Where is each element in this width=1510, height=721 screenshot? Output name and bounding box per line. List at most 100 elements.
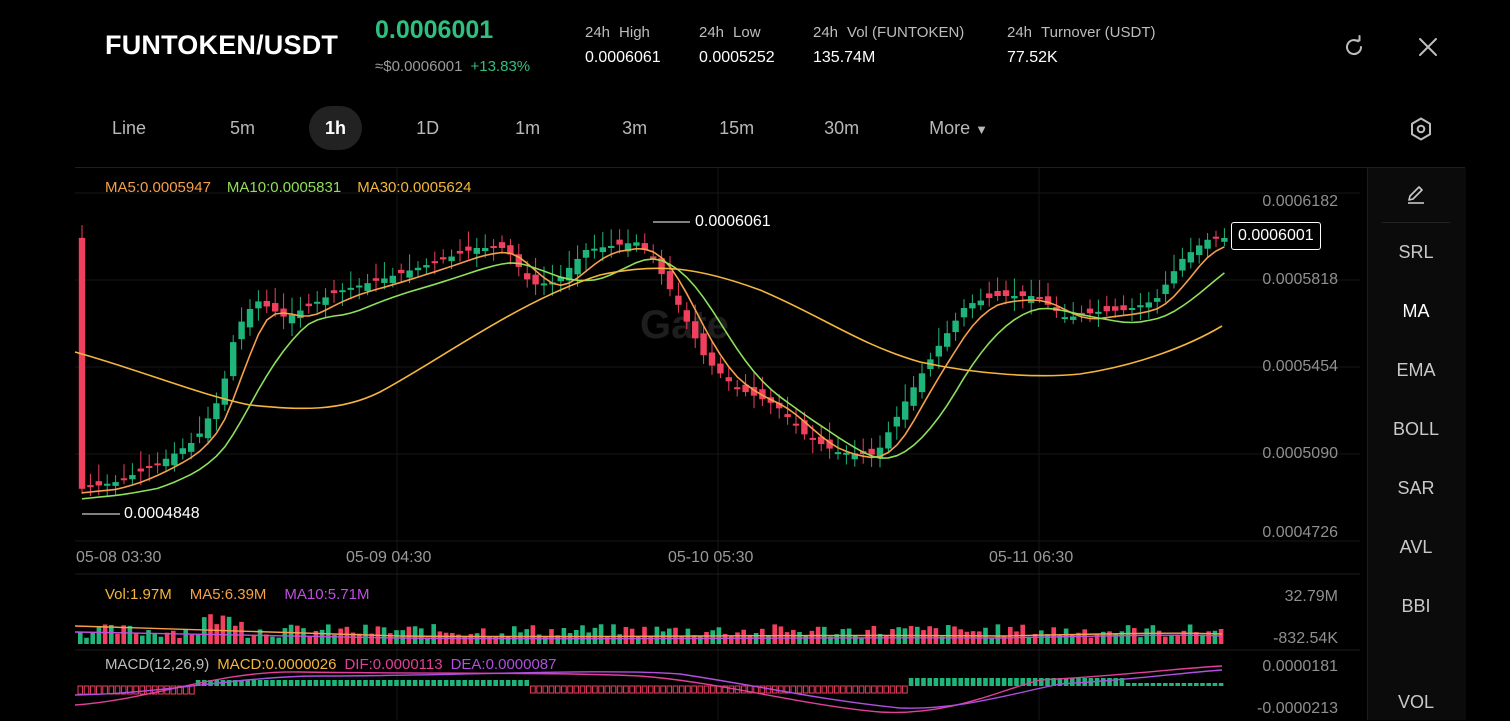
current-price-tag: 0.0006001 <box>1231 222 1321 250</box>
interval-tabs: Line 5m 1h 1D 1m 3m 15m 30m More ▼ <box>96 106 1004 150</box>
candle-body <box>112 482 119 486</box>
candle-body <box>272 303 279 312</box>
volume-bar <box>1045 634 1050 644</box>
indicator-vol[interactable]: VOL <box>1397 692 1435 712</box>
candle-body <box>1145 302 1152 308</box>
candle-body <box>969 303 976 309</box>
volume-bar <box>183 629 188 644</box>
macd-histogram-bar <box>908 678 914 686</box>
volume-bar <box>146 629 151 644</box>
volume-bar <box>1163 636 1168 644</box>
candle-body <box>204 418 212 439</box>
tab-30m[interactable]: 30m <box>824 118 860 138</box>
indicator-bbi[interactable]: BBI <box>1401 596 1431 616</box>
indicator-sar[interactable]: SAR <box>1397 478 1435 498</box>
macd-histogram-bar <box>1008 678 1013 686</box>
tab-15m[interactable]: 15m <box>719 118 755 138</box>
volume-bar <box>1175 635 1180 644</box>
tab-line[interactable]: Line <box>112 118 147 138</box>
indicator-ema[interactable]: EMA <box>1396 360 1436 380</box>
volume-bar <box>295 625 300 644</box>
volume-bar <box>109 624 114 644</box>
macd-histogram-bar <box>450 680 455 686</box>
macd-histogram-bar <box>350 680 356 686</box>
volume-bar <box>1125 625 1131 644</box>
volume-bar <box>1020 624 1025 644</box>
candle-body <box>960 308 968 318</box>
price-sub: ≈$0.0006001 +13.83% <box>375 58 530 75</box>
candle-body <box>1154 298 1161 302</box>
indicator-boll[interactable]: BOLL <box>1392 419 1440 439</box>
volume-bar <box>1051 627 1056 644</box>
candle-body <box>507 245 514 255</box>
volume-bar <box>288 624 294 644</box>
refresh-button[interactable] <box>1341 34 1367 60</box>
volume-bar <box>1119 631 1125 644</box>
volume-bar <box>406 626 412 644</box>
dif-line <box>74 665 1223 714</box>
divider <box>1382 222 1450 223</box>
indicator-ma[interactable]: MA <box>1402 301 1430 321</box>
macd-histogram-bar <box>1107 678 1112 686</box>
tab-1h[interactable]: 1h <box>309 106 363 150</box>
chart-panel <box>75 167 1465 721</box>
chart-settings-button[interactable] <box>1408 116 1434 142</box>
macd-histogram-bar <box>977 678 982 686</box>
candle-body <box>389 275 396 283</box>
candle-body <box>364 283 371 291</box>
macd-histogram-bar <box>1144 683 1149 686</box>
tab-more[interactable]: More ▼ <box>913 106 1004 150</box>
candle-body <box>641 243 648 250</box>
draw-tool-button[interactable] <box>1404 182 1428 206</box>
stat-period: 24h <box>699 24 725 41</box>
vol-y-tick: 32.79M <box>1284 588 1338 605</box>
volume-bar <box>1057 634 1063 644</box>
candle-body <box>658 258 665 275</box>
volume-bar <box>140 635 145 644</box>
macd-histogram-bar <box>307 680 312 686</box>
indicator-avl[interactable]: AVL <box>1399 537 1433 557</box>
volume-bar <box>834 634 839 644</box>
macd-histogram-bar <box>827 685 834 694</box>
macd-histogram-bar <box>921 678 926 686</box>
macd-histogram-bar <box>102 685 108 695</box>
candle-body <box>171 453 178 466</box>
volume-bar <box>1194 632 1199 644</box>
candle-body <box>347 287 354 290</box>
macd-histogram-bar <box>840 685 846 694</box>
volume-bar <box>636 636 641 644</box>
macd-histogram-bar <box>481 680 486 686</box>
volume-legend: Vol:1.97M MA5:6.39M MA10:5.71M <box>105 586 369 603</box>
volume-bar <box>307 636 312 644</box>
volume-bar <box>859 637 864 644</box>
volume-bar <box>369 633 374 644</box>
macd-histogram-bar <box>952 678 957 686</box>
macd-histogram-bar <box>1181 683 1187 686</box>
x-tick: 05-11 06:30 <box>989 549 1074 566</box>
macd-histogram-bar <box>883 685 890 694</box>
tab-5m[interactable]: 5m <box>230 118 256 138</box>
macd-histogram-bar <box>202 680 207 686</box>
volume-bar <box>1032 633 1038 644</box>
candle-body <box>1095 311 1102 314</box>
tab-1d[interactable]: 1D <box>416 118 440 138</box>
candle-body <box>356 285 363 288</box>
volume-bar <box>388 633 393 644</box>
tab-1m[interactable]: 1m <box>515 118 541 138</box>
candle-body <box>1212 236 1220 239</box>
candle-body <box>599 247 606 253</box>
macd-histogram-bar <box>530 685 536 694</box>
macd-histogram-bar <box>170 685 177 695</box>
indicator-srl[interactable]: SRL <box>1398 242 1434 262</box>
macd-histogram-bar <box>288 680 294 686</box>
tab-3m[interactable]: 3m <box>622 118 648 138</box>
macd-histogram-bar <box>313 680 319 686</box>
close-button[interactable] <box>1415 34 1441 60</box>
volume-bar <box>1088 637 1094 644</box>
macd-histogram-bar <box>431 680 436 686</box>
stat-value: 0.0006061 <box>585 49 661 66</box>
macd-histogram-bar <box>108 685 115 695</box>
volume-bar <box>394 630 399 644</box>
volume-bar <box>691 635 697 644</box>
